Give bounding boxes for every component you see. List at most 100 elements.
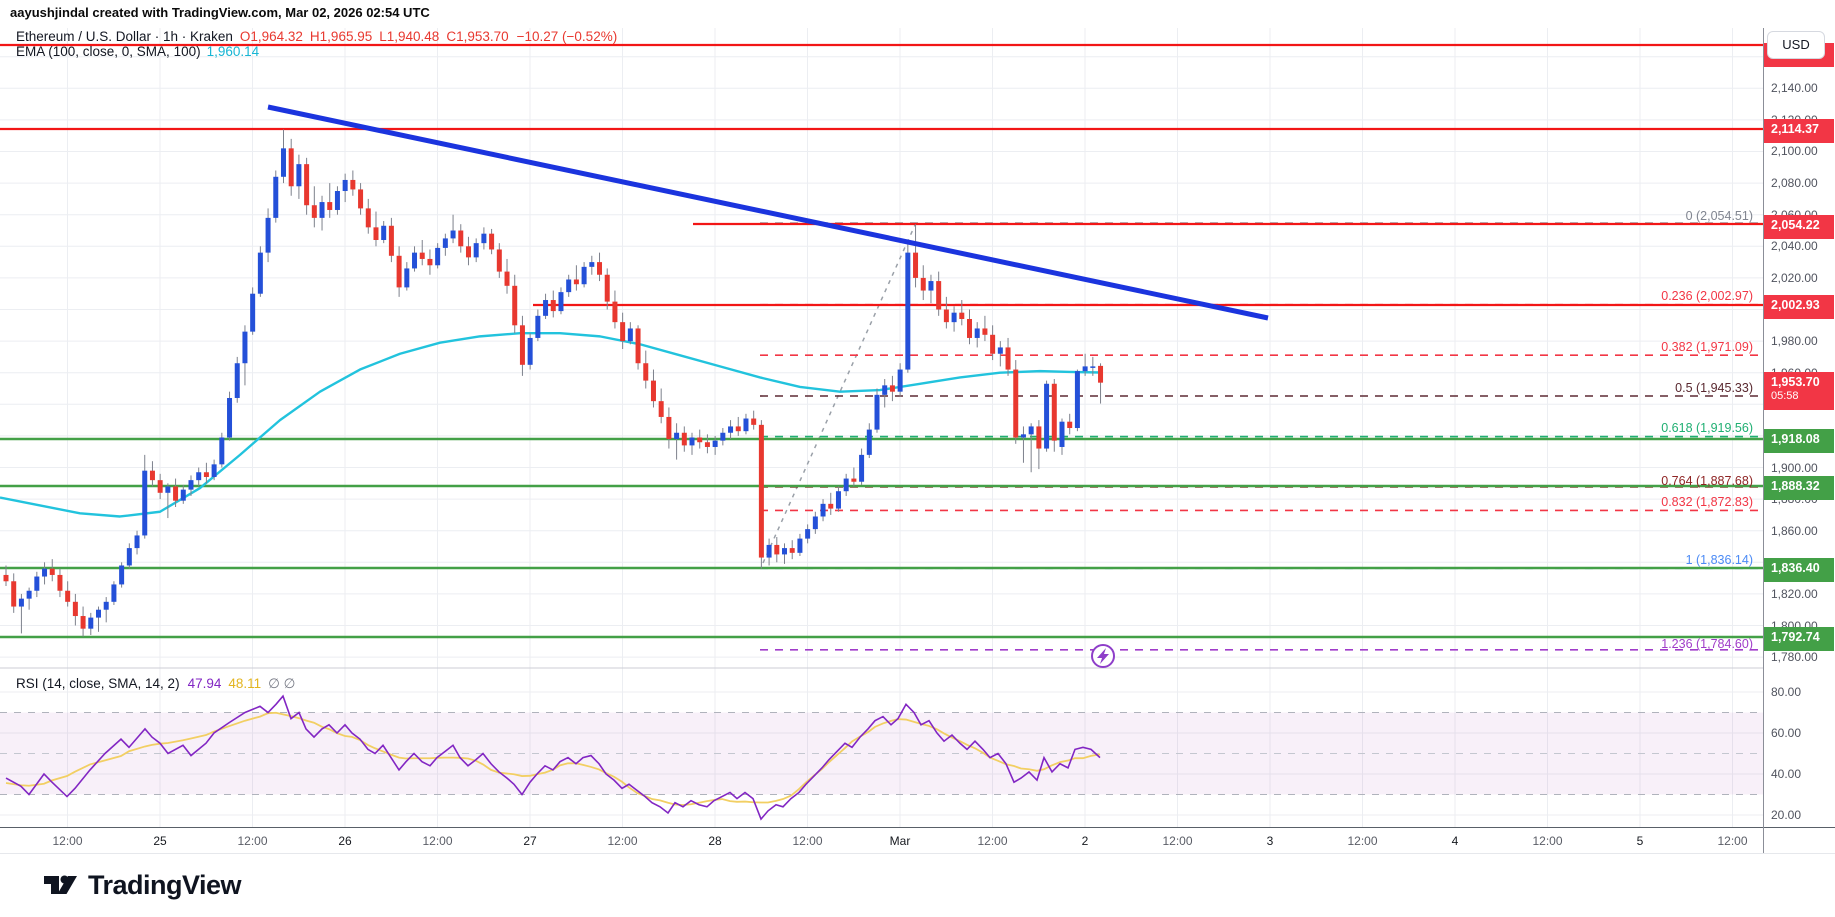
candle-body (774, 544, 780, 555)
ema-line (0, 332, 1101, 518)
candle-body (65, 590, 71, 602)
time-axis-label: 3 (1266, 834, 1274, 848)
candle-body (967, 318, 972, 338)
tradingview-wordmark: TradingView (88, 869, 242, 900)
currency-toggle-button[interactable]: USD (1767, 31, 1825, 59)
candle-body (458, 230, 464, 247)
candle-body (550, 300, 556, 312)
ohlc-value: 1,953.70 (456, 29, 509, 44)
price-axis-label: 40.00 (1771, 767, 1802, 781)
chart-canvas[interactable]: 0 (2,054.51) 0.236 (2,002.97) 0.382 (1,971… (0, 0, 1835, 853)
candle-body (250, 293, 256, 332)
price-axis[interactable]: USD 2,140.002,120.002,100.002,080.002,06… (1764, 28, 1835, 827)
rsi-line (5, 694, 1101, 821)
candle-body (566, 279, 572, 293)
price-axis-label: 20.00 (1771, 808, 1802, 822)
tradingview-logo[interactable]: TradingView (42, 868, 242, 902)
candle-body (296, 164, 302, 187)
candle-body (273, 176, 279, 218)
candle-body (504, 271, 510, 286)
time-axis-label: 12:00 (1717, 834, 1748, 848)
ohlc-key: O (239, 29, 251, 44)
time-axis[interactable]: 12:00 25 12:00 26 12:00 27 12:00 28 12:00 Mar 12:0… (0, 827, 1835, 854)
candle-body (1020, 434, 1026, 438)
candle-body (49, 568, 55, 575)
price-level-badge: 2,002.93 (1764, 295, 1834, 319)
candle-body (18, 598, 24, 607)
candle-body (327, 202, 333, 210)
candle-body (1036, 426, 1042, 449)
fib-level-label: 1.236 (1,784.60) (1661, 637, 1753, 651)
candle-body (1013, 369, 1019, 438)
candle-body (920, 277, 926, 291)
candle-body (396, 255, 402, 288)
candle-body (342, 179, 348, 192)
candle-body (211, 464, 217, 477)
candle-body (735, 426, 741, 432)
candle-body (358, 189, 364, 209)
candle-body (1067, 421, 1073, 429)
candle-body (34, 576, 40, 591)
time-axis-label: Mar (889, 834, 911, 848)
candle-body (597, 262, 603, 275)
candle-body (851, 478, 857, 482)
candle-body (959, 312, 965, 319)
candle-body (697, 437, 703, 443)
time-axis-label: 12:00 (977, 834, 1008, 848)
candle-body (111, 584, 117, 602)
ema-value: 1,960.14 (206, 44, 260, 59)
time-axis-label: 25 (153, 834, 167, 848)
price-axis-label: 60.00 (1771, 726, 1802, 740)
candle-body (620, 322, 626, 342)
candle-body (589, 262, 595, 267)
price-level-badge: 1,836.40 (1764, 558, 1834, 582)
price-axis-label: 1,780.00 (1771, 650, 1818, 664)
candle-body (350, 179, 356, 190)
price-axis-label: 1,860.00 (1771, 524, 1818, 538)
candle-body (843, 478, 849, 492)
candle-body (681, 432, 687, 446)
ohlc-value: 1,964.32 (250, 29, 303, 44)
rsi-band (0, 712, 1763, 795)
candle-body (72, 601, 78, 617)
candle-body (265, 217, 271, 253)
candle-body (381, 225, 387, 240)
candle-body (180, 489, 186, 501)
candle-body (319, 202, 325, 218)
candle-body (666, 416, 672, 440)
candle-body (165, 486, 171, 493)
candle-body (558, 292, 564, 312)
candle-body (859, 454, 865, 482)
symbol-legend[interactable]: Ethereum / U.S. Dollar · 1h · Kraken O1,9… (16, 29, 617, 44)
fib-level-label: 0 (2,054.51) (1686, 209, 1753, 223)
price-axis-label: 1,980.00 (1771, 334, 1818, 348)
rsi-band-placeholders: ∅ ∅ (268, 676, 296, 691)
candle-body (990, 334, 996, 354)
candle-body (412, 252, 418, 269)
candle-body (689, 437, 695, 446)
candle-body (103, 601, 109, 610)
time-axis-label: 26 (338, 834, 352, 848)
candle-body (674, 432, 680, 440)
price-level-badge: 2,054.22 (1764, 215, 1834, 239)
change-value: −10.27 (−0.52%) (516, 29, 618, 44)
rsi-legend[interactable]: RSI (14, close, SMA, 14, 2) 47.94 48.11 ∅ ∅ (16, 676, 295, 692)
candle-body (427, 258, 433, 266)
time-axis-label: 28 (708, 834, 722, 848)
footer: TradingView (0, 853, 1835, 917)
candle-body (982, 328, 988, 335)
candle-body (951, 312, 957, 323)
candle-body (658, 401, 664, 417)
candle-body (782, 548, 788, 555)
candle-body (288, 148, 294, 187)
candle-body (280, 148, 286, 177)
ohlc-key: H (309, 29, 320, 44)
candle-body (88, 617, 94, 629)
candle-body (874, 394, 880, 430)
candle-body (11, 581, 17, 607)
price-axis-label: 2,100.00 (1771, 144, 1818, 158)
ema-legend[interactable]: EMA (100, close, 0, SMA, 100) 1,960.14 (16, 44, 259, 59)
price-axis-label: 1,820.00 (1771, 587, 1818, 601)
candle-body (835, 491, 841, 509)
candle-body (805, 529, 811, 539)
